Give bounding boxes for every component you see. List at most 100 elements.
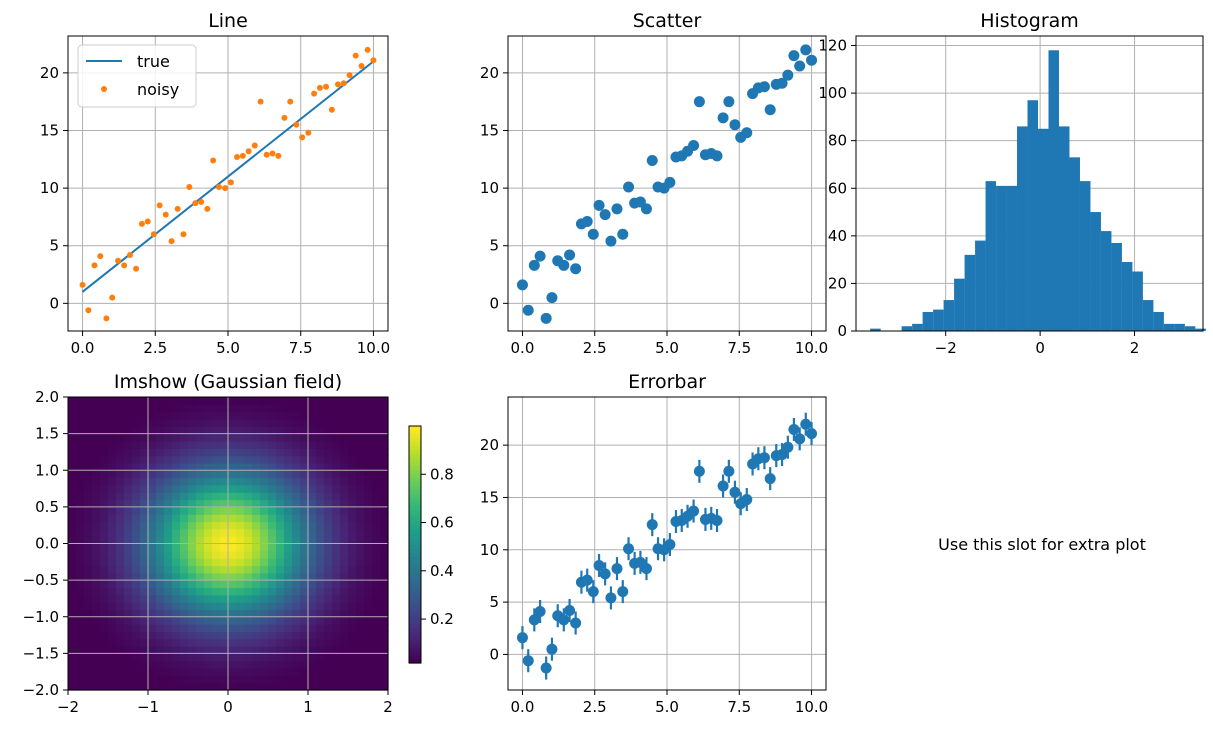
heatmap-cell xyxy=(124,646,133,654)
heatmap-cell xyxy=(332,602,341,611)
colorbar-segment xyxy=(409,437,421,443)
line-ytick-label: 20 xyxy=(40,64,59,82)
heatmap-cell xyxy=(212,660,221,669)
heatmap-cell xyxy=(108,594,117,603)
heatmap-cell xyxy=(132,646,141,654)
heatmap-cell xyxy=(116,638,125,647)
scatter-point xyxy=(776,77,788,89)
heatmap-cell xyxy=(84,492,93,501)
heatmap-cell xyxy=(252,404,261,413)
scatter-xtick-label: 5.0 xyxy=(655,339,679,357)
heatmap-cell xyxy=(284,624,293,632)
heatmap-cell xyxy=(300,580,309,589)
hist-frame xyxy=(855,35,1204,332)
heatmap-cell xyxy=(380,514,389,523)
heatmap-cell xyxy=(180,404,189,413)
heatmap-cell xyxy=(148,484,157,493)
heatmap-cell xyxy=(236,543,245,552)
heatmap-cell xyxy=(300,470,309,479)
colorbar-segment xyxy=(409,481,421,486)
heatmap-cell xyxy=(140,638,149,647)
heatmap-cell xyxy=(284,565,293,574)
heatmap-cell xyxy=(148,668,157,676)
heatmap-cell xyxy=(348,528,357,537)
heatmap-cell xyxy=(132,602,141,611)
heatmap-cell xyxy=(132,580,141,589)
heatmap-cell xyxy=(292,594,301,603)
heatmap-cell xyxy=(340,411,349,420)
heatmap-cell xyxy=(140,484,149,493)
heatmap-cell xyxy=(204,543,213,552)
heatmap-cell xyxy=(332,484,341,493)
heatmap-cell xyxy=(204,609,213,618)
errorbar-point xyxy=(558,614,570,626)
heatmap-cell xyxy=(364,653,373,662)
heatmap-cell xyxy=(124,499,133,508)
heatmap-cell xyxy=(308,587,317,596)
heatmap-cell xyxy=(196,631,205,640)
heatmap-cell xyxy=(364,558,373,567)
heatmap-cell xyxy=(324,653,333,662)
heatmap-cell xyxy=(100,536,109,545)
heatmap-cell xyxy=(76,602,85,611)
heatmap-cell xyxy=(84,668,93,676)
heatmap-cell xyxy=(380,638,389,647)
heatmap-cell xyxy=(180,462,189,471)
errorbar-xtick-label: 10.0 xyxy=(795,698,828,716)
imshow-xtick-label: −1 xyxy=(137,698,159,716)
heatmap-cell xyxy=(356,506,365,515)
heatmap-cell xyxy=(244,528,253,537)
heatmap-cell xyxy=(228,587,237,596)
heatmap-cell xyxy=(100,455,109,464)
heatmap-cell xyxy=(284,594,293,603)
heatmap-cell xyxy=(284,580,293,589)
heatmap-cell xyxy=(68,521,77,530)
heatmap-cell xyxy=(196,638,205,647)
heatmap-cell xyxy=(188,477,197,486)
heatmap-cell xyxy=(340,660,349,669)
heatmap-cell xyxy=(172,653,181,662)
heatmap-cell xyxy=(92,528,101,537)
heatmap-cell xyxy=(164,397,173,405)
heatmap-cell xyxy=(332,455,341,464)
heatmap-cell xyxy=(124,543,133,552)
heatmap-cell xyxy=(316,514,325,523)
heatmap-cell xyxy=(156,624,165,632)
heatmap-cell xyxy=(212,609,221,618)
heatmap-cell xyxy=(284,660,293,669)
colorbar-segment xyxy=(409,552,421,557)
heatmap-cell xyxy=(180,638,189,647)
heatmap-cell xyxy=(228,668,237,676)
heatmap-cell xyxy=(212,499,221,508)
heatmap-cell xyxy=(92,558,101,567)
heatmap-cell xyxy=(124,572,133,581)
heatmap-cell xyxy=(84,440,93,449)
heatmap-cell xyxy=(252,624,261,632)
heatmap-cell xyxy=(212,638,221,647)
heatmap-cell xyxy=(364,616,373,625)
heatmap-cell xyxy=(332,521,341,530)
heatmap-cell xyxy=(340,440,349,449)
histogram-bar xyxy=(954,278,965,331)
heatmap-cell xyxy=(356,477,365,486)
heatmap-cell xyxy=(364,580,373,589)
heatmap-cell xyxy=(260,682,269,691)
heatmap-cell xyxy=(300,646,309,654)
heatmap-cell xyxy=(276,543,285,552)
heatmap-cell xyxy=(300,521,309,530)
heatmap-cell xyxy=(164,411,173,420)
heatmap-cell xyxy=(332,411,341,420)
heatmap-cell xyxy=(76,668,85,676)
scatter-point xyxy=(741,127,753,139)
heatmap-cell xyxy=(268,462,277,471)
heatmap-cell xyxy=(244,440,253,449)
heatmap-cell xyxy=(204,462,213,471)
heatmap-cell xyxy=(324,572,333,581)
heatmap-cell xyxy=(348,484,357,493)
errorbar-point xyxy=(741,494,753,506)
heatmap-cell xyxy=(100,638,109,647)
heatmap-cell xyxy=(260,448,269,457)
heatmap-cell xyxy=(316,448,325,457)
heatmap-cell xyxy=(228,440,237,449)
heatmap-cell xyxy=(340,624,349,632)
